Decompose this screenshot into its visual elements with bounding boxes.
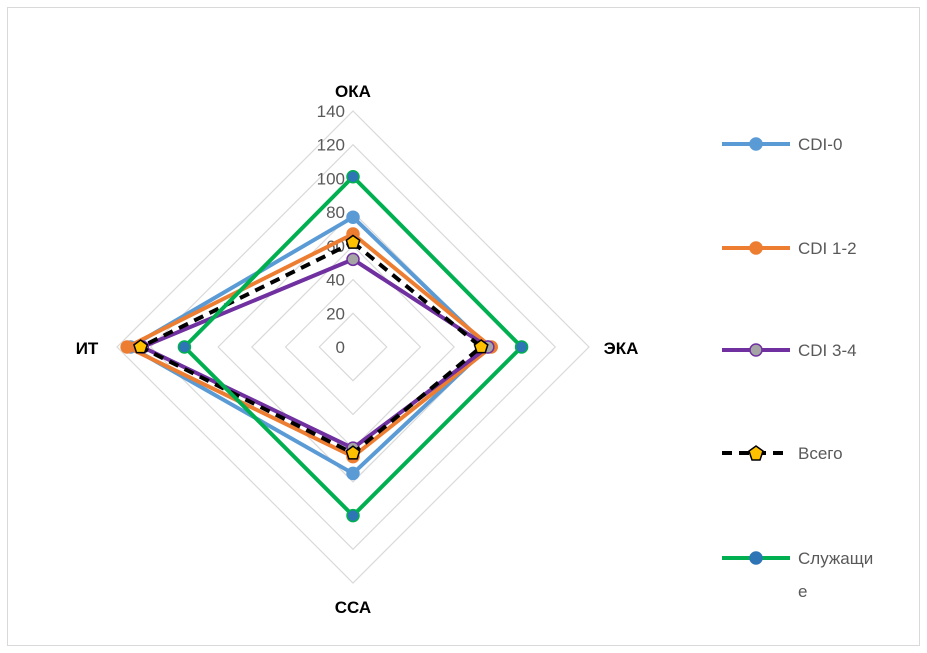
legend-label-sluzhashchie-line1: Служащи xyxy=(798,549,873,568)
series-4 xyxy=(177,169,529,523)
legend: CDI-0 CDI 1-2 CDI 3-4 Всего Служащи xyxy=(722,135,873,601)
grid-ring-40 xyxy=(284,278,422,416)
series-3-point-3 xyxy=(133,339,149,354)
tick-label-100: 100 xyxy=(317,169,345,188)
legend-item-cdi-0: CDI-0 xyxy=(722,135,842,154)
series xyxy=(120,169,529,523)
series-3-point-1 xyxy=(473,339,489,354)
chart-area: 0 20 40 60 80 100 120 140 ОКА ЭКА ССА ИТ… xyxy=(7,7,920,646)
radar-chart: 0 20 40 60 80 100 120 140 ОКА ЭКА ССА ИТ… xyxy=(76,82,874,617)
axis-labels: ОКА ЭКА ССА ИТ xyxy=(76,82,639,617)
series-3-point-0 xyxy=(345,234,361,249)
legend-label-cdi-3-4: CDI 3-4 xyxy=(798,341,857,360)
series-0-point-2 xyxy=(346,466,360,481)
tick-label-20: 20 xyxy=(326,304,345,323)
series-4-point-2 xyxy=(346,508,360,523)
grid-ring-140 xyxy=(116,110,590,584)
series-3-point-2 xyxy=(345,445,361,460)
legend-item-sluzhashchie: Служащи е xyxy=(722,549,873,601)
series-3 xyxy=(133,234,489,460)
tick-label-0: 0 xyxy=(336,338,345,357)
series-0-point-0 xyxy=(346,210,360,224)
legend-label-sluzhashchie-line2: е xyxy=(798,582,807,601)
legend-label-cdi-0: CDI-0 xyxy=(798,135,842,154)
legend-item-vsego: Всего xyxy=(722,444,843,463)
series-4-point-3 xyxy=(177,340,192,354)
axis-label-it: ИТ xyxy=(76,339,99,358)
legend-marker-cdi-3-4 xyxy=(749,343,763,357)
tick-labels: 0 20 40 60 80 100 120 140 xyxy=(317,102,345,357)
series-2-line xyxy=(140,257,490,451)
legend-label-cdi-1-2: CDI 1-2 xyxy=(798,239,857,258)
legend-item-cdi-1-2: CDI 1-2 xyxy=(722,239,857,258)
grid-ring-120 xyxy=(149,143,557,551)
legend-label-vsego: Всего xyxy=(798,444,843,463)
tick-label-40: 40 xyxy=(326,271,345,290)
series-4-point-0 xyxy=(346,169,360,184)
legend-marker-cdi-1-2 xyxy=(749,241,763,255)
series-4-point-1 xyxy=(514,340,529,354)
axis-label-ssa: ССА xyxy=(335,598,371,617)
legend-marker-cdi-0 xyxy=(749,137,763,151)
axis-label-eka: ЭКА xyxy=(604,339,639,358)
tick-label-80: 80 xyxy=(326,203,345,222)
axis-label-oka: ОКА xyxy=(335,82,371,101)
series-2-point-0 xyxy=(346,252,360,267)
legend-marker-vsego xyxy=(748,445,764,461)
legend-marker-sluzhashchie xyxy=(749,551,763,565)
grid-ring-20 xyxy=(318,312,388,382)
legend-item-cdi-3-4: CDI 3-4 xyxy=(722,341,857,360)
tick-label-140: 140 xyxy=(317,102,345,121)
tick-label-120: 120 xyxy=(317,136,345,155)
series-1-point-3 xyxy=(120,340,134,354)
